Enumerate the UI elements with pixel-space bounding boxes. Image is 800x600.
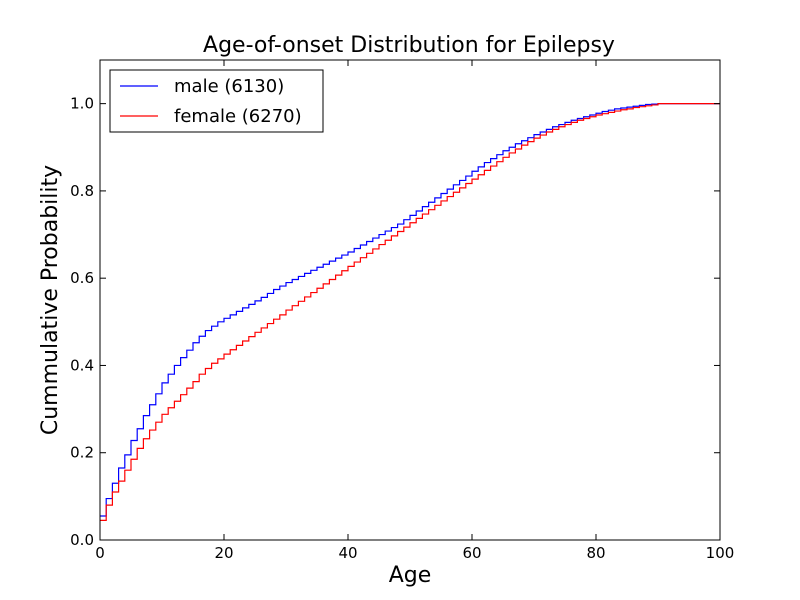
series-layer xyxy=(100,103,720,521)
y-axis-title: Cummulative Probability xyxy=(38,165,63,435)
plot-frame xyxy=(99,59,721,541)
x-tick-label: 60 xyxy=(462,544,481,562)
y-tick-label: 0.4 xyxy=(70,356,94,374)
x-tick-label: 80 xyxy=(586,544,605,562)
x-tick-label: 0 xyxy=(95,544,105,562)
y-tick-label: 0.2 xyxy=(70,444,94,462)
legend: male (6130) female (6270) xyxy=(109,69,324,133)
series-line-female xyxy=(100,103,720,521)
y-tick-label: 0.6 xyxy=(70,269,94,287)
y-tick-label: 0.8 xyxy=(70,182,94,200)
x-tick-label: 100 xyxy=(706,544,735,562)
legend-label-male: male (6130) xyxy=(174,76,284,97)
series-line-male xyxy=(100,103,720,517)
x-tick-label: 20 xyxy=(214,544,233,562)
legend-label-female: female (6270) xyxy=(174,106,302,127)
legend-box xyxy=(109,69,324,133)
y-tick-label: 0.0 xyxy=(70,531,94,549)
y-tick-label: 1.0 xyxy=(70,95,94,113)
chart-title: Age-of-onset Distribution for Epilepsy xyxy=(203,33,615,58)
tick-layer: 0 20 40 60 80 100 0.0 0.2 0.4 0.6 0.8 1.0 xyxy=(70,60,734,562)
x-tick-label: 40 xyxy=(338,544,357,562)
x-axis-title: Age xyxy=(389,563,432,588)
